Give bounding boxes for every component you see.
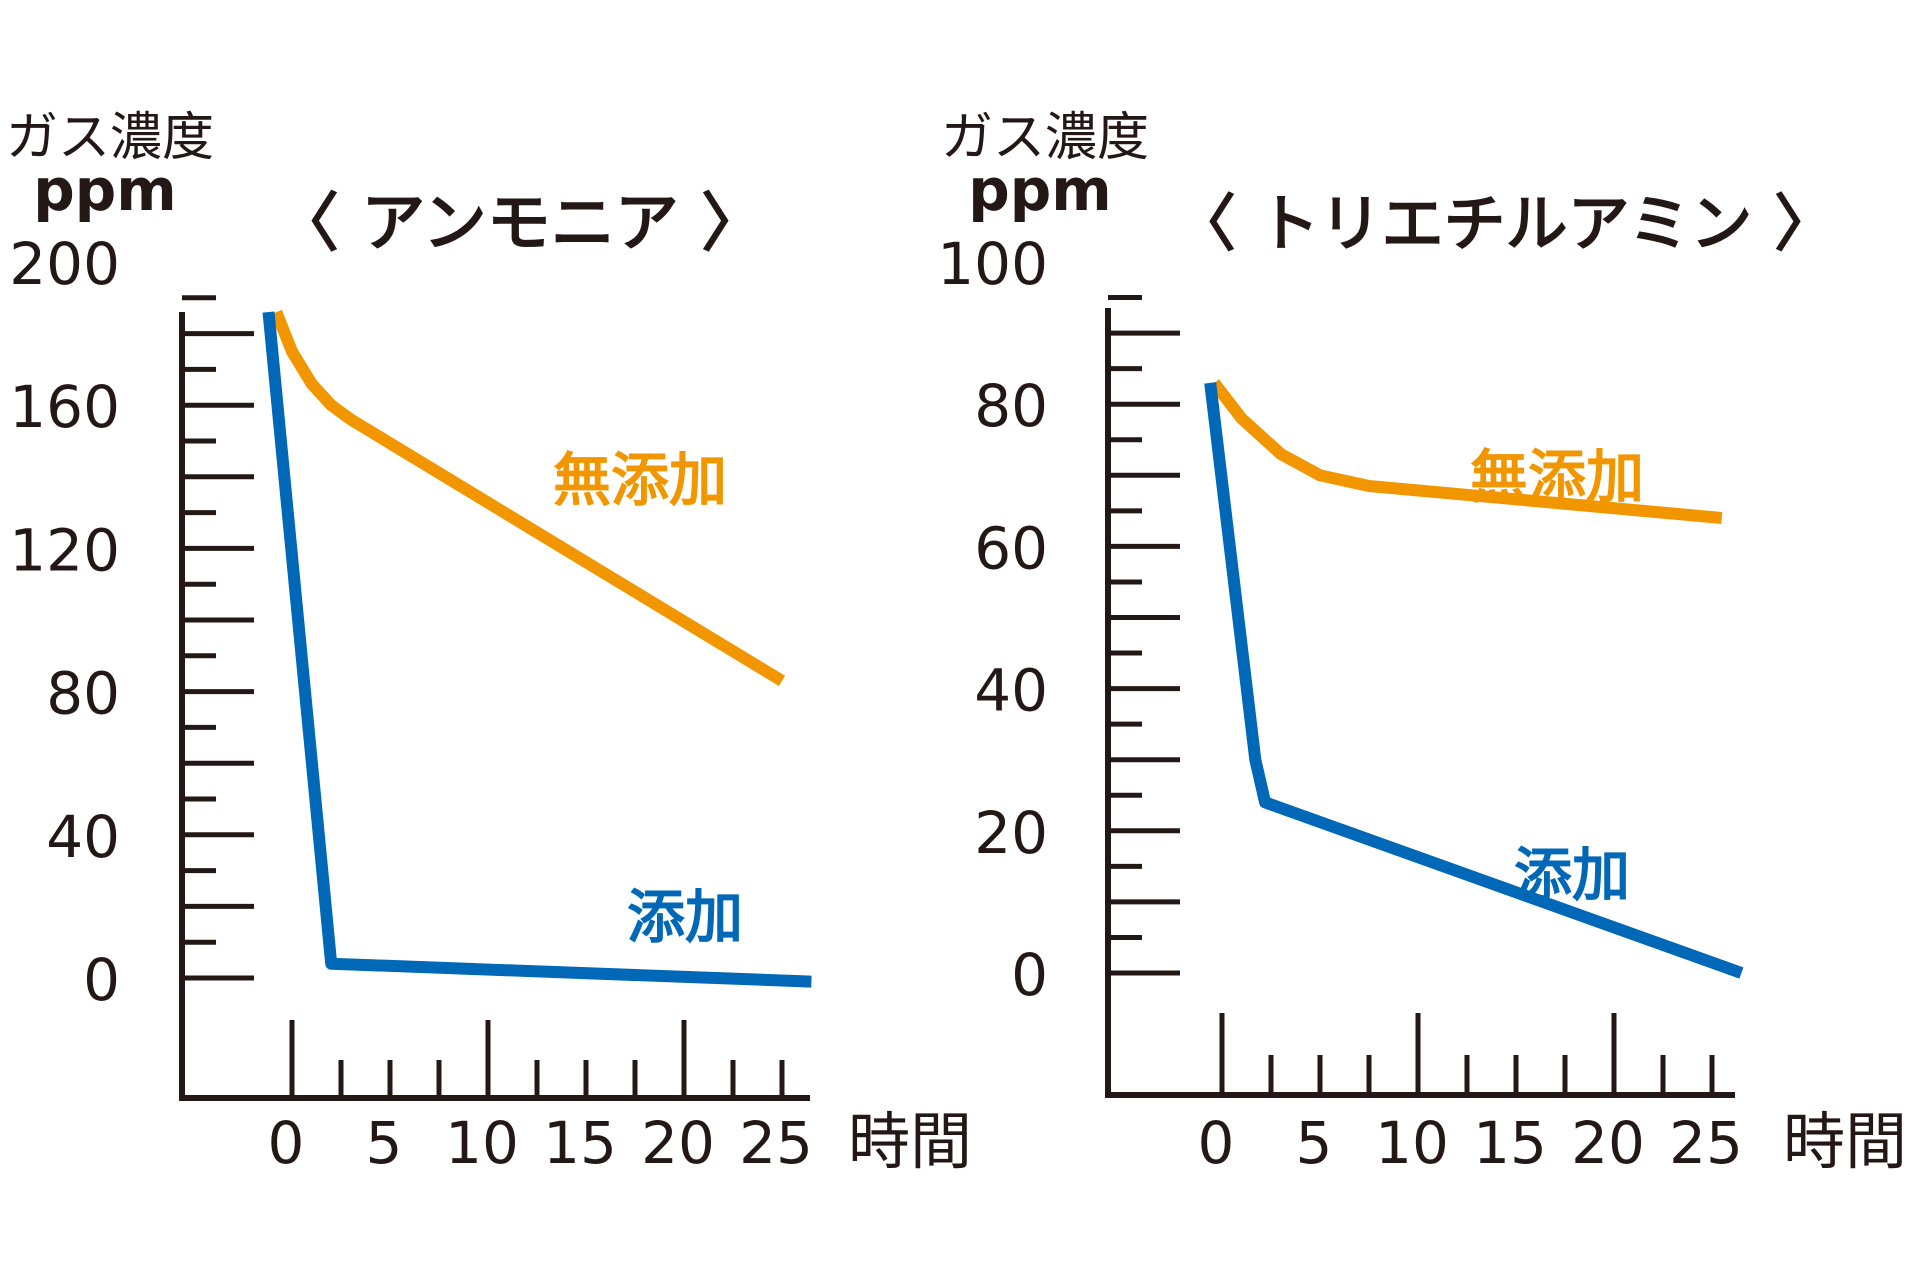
x-tick-label: 0 xyxy=(268,1109,305,1177)
x-tick-label: 10 xyxy=(1375,1109,1449,1177)
y-tick-label: 160 xyxy=(9,373,120,441)
x-tick-label: 0 xyxy=(1198,1109,1235,1177)
x-tick-label: 10 xyxy=(445,1109,519,1177)
y-tick-labels: 0 40 80 120 160 200 xyxy=(9,230,120,1014)
y-axis-label: ガス濃度 xyxy=(941,108,1149,168)
series-no-additive-line xyxy=(270,309,786,687)
axes xyxy=(1105,295,1735,1098)
y-tick-label: 40 xyxy=(46,803,120,871)
x-tick-label: 25 xyxy=(1669,1109,1743,1177)
y-tick-label: 40 xyxy=(974,657,1048,725)
x-axis-label: 時間 xyxy=(848,1105,972,1178)
series-additive-line xyxy=(1204,382,1744,979)
y-axis-unit: ppm xyxy=(33,156,176,224)
y-tick-label: 60 xyxy=(974,514,1048,582)
x-tick-label: 5 xyxy=(1296,1109,1333,1177)
x-tick-label: 15 xyxy=(543,1109,617,1177)
x-axis-label: 時間 xyxy=(1783,1105,1907,1178)
x-tick-labels: 0 5 10 15 20 25 xyxy=(1198,1109,1743,1177)
x-tick-label: 20 xyxy=(641,1109,715,1177)
series-label-additive: 添加 xyxy=(627,883,743,951)
series-label-additive: 添加 xyxy=(1514,841,1630,909)
x-tick-labels: 0 5 10 15 20 25 xyxy=(268,1109,813,1177)
chart-title: 〈 トリエチルアミン 〉 xyxy=(1174,187,1836,260)
series-lines xyxy=(1204,379,1744,979)
x-tick-label: 20 xyxy=(1571,1109,1645,1177)
x-tick-label: 5 xyxy=(366,1109,403,1177)
axes xyxy=(179,295,810,1101)
y-tick-label: 120 xyxy=(9,516,120,584)
series-label-no-additive: 無添加 xyxy=(553,446,727,514)
y-tick-label: 0 xyxy=(1011,941,1048,1009)
y-axis-label: ガス濃度 xyxy=(6,108,214,168)
y-tick-label: 100 xyxy=(937,230,1048,298)
chart-title: 〈 アンモニア 〉 xyxy=(275,187,765,261)
x-tick-label: 15 xyxy=(1473,1109,1547,1177)
series-additive-line xyxy=(262,311,812,988)
x-tick-label: 25 xyxy=(739,1109,813,1177)
y-tick-label: 80 xyxy=(974,372,1048,440)
y-tick-label: 20 xyxy=(974,799,1048,867)
series-lines xyxy=(262,309,812,988)
y-tick-label: 80 xyxy=(46,660,120,728)
series-no-additive-line xyxy=(1209,379,1723,524)
y-tick-label: 0 xyxy=(83,946,120,1014)
y-tick-labels: 0 20 40 60 80 100 xyxy=(937,230,1048,1009)
y-tick-label: 200 xyxy=(9,230,120,298)
y-axis-unit: ppm xyxy=(968,156,1111,224)
series-label-no-additive: 無添加 xyxy=(1470,443,1644,511)
